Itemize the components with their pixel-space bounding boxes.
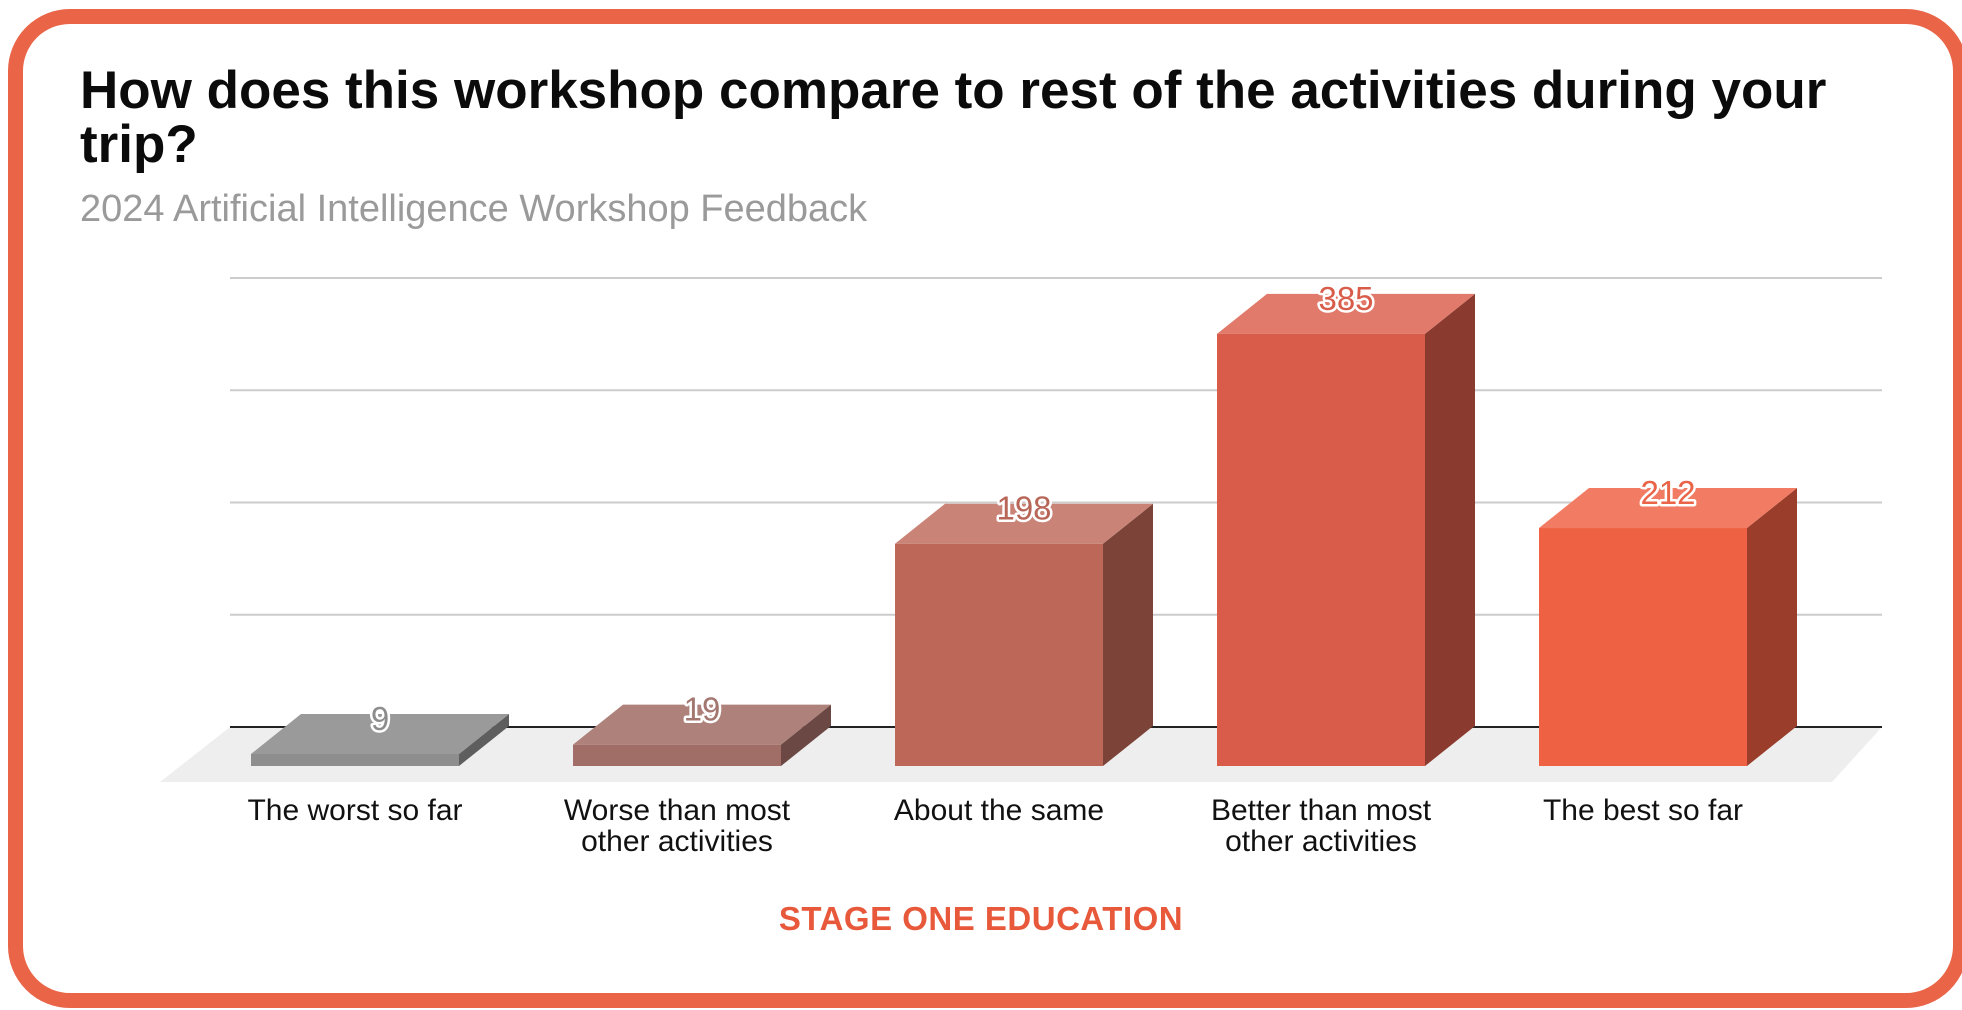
data-label: 9 — [371, 700, 389, 737]
bar-side — [1425, 293, 1475, 766]
bar-side — [459, 714, 509, 766]
brand-footer: STAGE ONE EDUCATION — [778, 900, 1184, 937]
data-label: 19 — [684, 691, 721, 728]
bar — [251, 754, 459, 766]
x-tick-label: Worse than most — [564, 794, 791, 827]
bar-top — [251, 714, 509, 754]
bar-side — [1747, 488, 1797, 766]
data-label: 212 — [1640, 474, 1695, 511]
bar — [573, 744, 781, 766]
x-tick-label: Better than most — [1211, 794, 1432, 827]
bar — [1217, 333, 1425, 766]
bar-side — [1103, 503, 1153, 766]
chart-subtitle: 2024 Artificial Intelligence Workshop Fe… — [80, 188, 868, 230]
bar — [895, 543, 1103, 766]
x-tick-label: other activities — [1225, 825, 1417, 858]
bar-top — [1217, 293, 1475, 334]
bar-top — [1539, 488, 1797, 529]
x-tick-label: The best so far — [1543, 794, 1743, 827]
x-tick-label: The worst so far — [247, 794, 462, 827]
bar — [1539, 528, 1747, 766]
data-label: 198 — [996, 490, 1051, 527]
bar-side — [781, 704, 831, 766]
x-tick-label: About the same — [894, 794, 1104, 827]
chart-title: How does this workshop compare to rest o… — [80, 61, 1827, 174]
bar-top — [895, 503, 1153, 544]
bar-top — [573, 704, 831, 745]
x-tick-label: other activities — [581, 825, 773, 858]
data-label: 385 — [1318, 280, 1373, 317]
